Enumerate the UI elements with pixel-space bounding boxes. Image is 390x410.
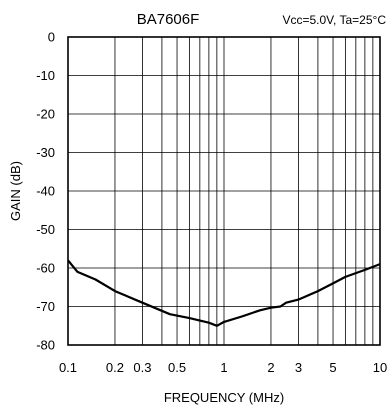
- gain-curve: [67, 259, 381, 327]
- x-tick-label: 3: [295, 360, 302, 375]
- plot-frame: [67, 36, 381, 346]
- y-axis-label: GAIN (dB): [8, 161, 23, 221]
- x-tick-label: 5: [329, 360, 336, 375]
- chart-title: BA7606F: [137, 11, 200, 28]
- x-tick-label: 0.5: [168, 360, 186, 375]
- y-tick-label: -40: [36, 184, 55, 199]
- x-tick-label: 0.3: [133, 360, 151, 375]
- tick-labels: 0 -10 -20 -30 -40 -50 -60 -70 -80 0.1 0.2 0.3 0.5 1 2 3…: [36, 30, 387, 376]
- x-tick-label: 10: [373, 360, 387, 375]
- y-tick-label: -60: [36, 261, 55, 276]
- y-tick-label: -70: [36, 299, 55, 314]
- chart-subtitle: Vcc=5.0V, Ta=25°C: [282, 13, 386, 27]
- x-tick-label: 2: [267, 360, 274, 375]
- y-tick-label: -20: [36, 107, 55, 122]
- y-tick-label: -50: [36, 222, 55, 237]
- y-tick-label: 0: [48, 30, 55, 45]
- x-tick-label: 0.1: [59, 360, 77, 375]
- y-tick-label: -30: [36, 145, 55, 160]
- x-tick-label: 1: [220, 360, 227, 375]
- y-tick-label: -10: [36, 68, 55, 83]
- x-tick-label: 0.2: [106, 360, 124, 375]
- grid-lines: [68, 37, 380, 345]
- x-axis-label: FREQUENCY (MHz): [164, 390, 284, 405]
- y-tick-label: -80: [36, 338, 55, 353]
- series-layer: [67, 259, 381, 327]
